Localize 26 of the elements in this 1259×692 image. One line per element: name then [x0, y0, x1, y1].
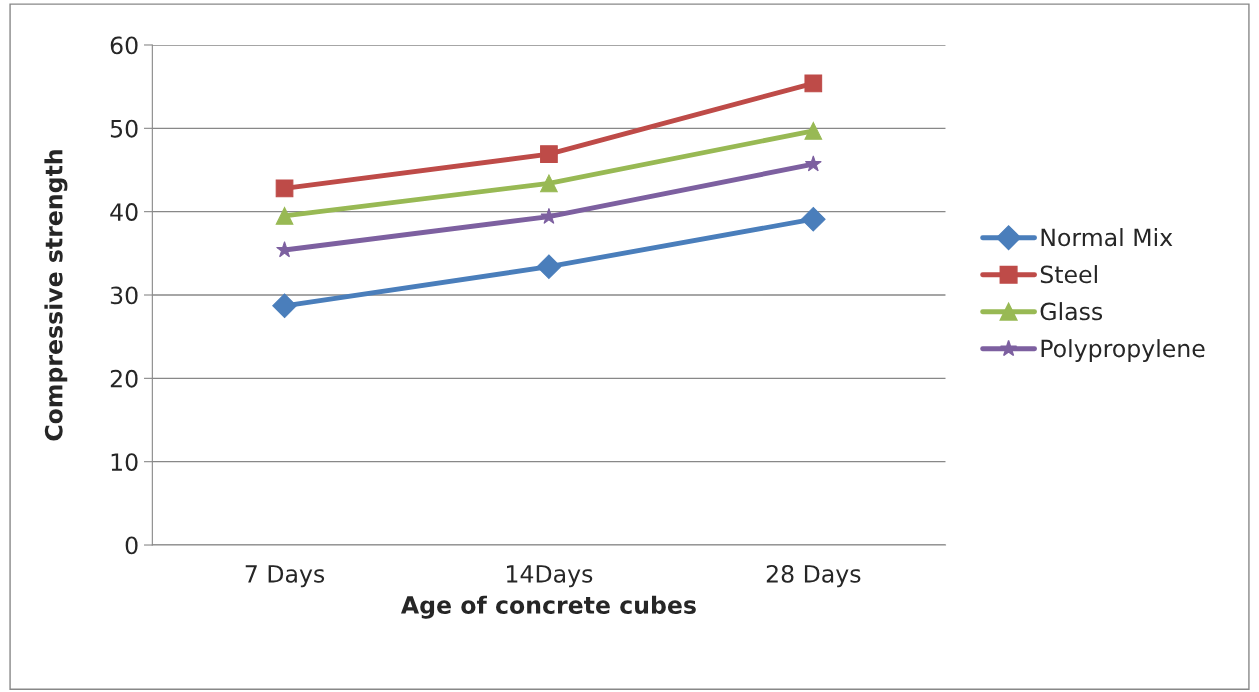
point — [272, 293, 297, 319]
y-tick-label: 50 — [110, 119, 138, 138]
x-axis-title: Age of concrete cubes — [400, 595, 696, 619]
point — [540, 174, 558, 193]
point — [804, 74, 823, 93]
y-axis-title: Compressive strength — [44, 150, 68, 441]
point — [540, 145, 558, 164]
point — [804, 121, 823, 140]
point — [804, 155, 822, 172]
x-tick-label: 7 Days — [245, 565, 325, 588]
y-tick-label: 60 — [110, 36, 138, 55]
y-tick-label: 40 — [110, 203, 138, 221]
point — [801, 206, 826, 232]
legend-label: Polypropylene — [1041, 339, 1205, 362]
point — [275, 179, 294, 198]
x-tick-label: 14Days — [507, 565, 593, 588]
legend-label: Steel — [1040, 265, 1097, 284]
point — [536, 254, 562, 279]
x-tick-label: 28 Days — [766, 564, 861, 588]
y-tick-label: 0 — [125, 536, 138, 555]
y-tick-label: 10 — [111, 453, 138, 471]
y-tick-label: 30 — [110, 286, 138, 305]
legend-label: Glass — [1040, 302, 1103, 321]
y-tick-label: 20 — [110, 369, 138, 388]
point — [275, 206, 294, 225]
legend-label: Normal Mix — [1041, 228, 1173, 247]
